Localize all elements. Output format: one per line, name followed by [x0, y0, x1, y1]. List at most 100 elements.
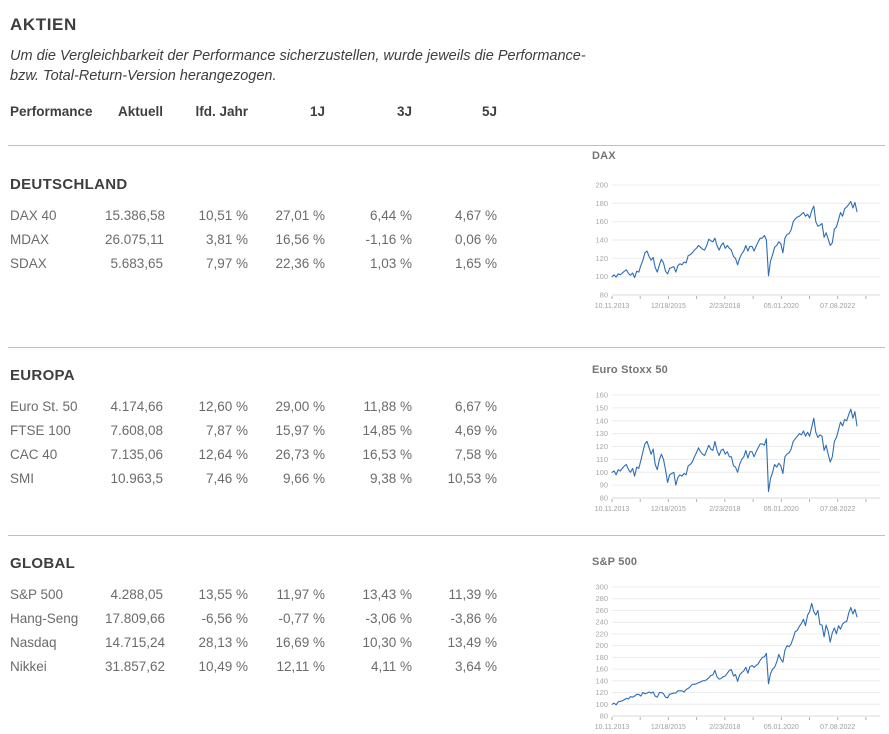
svg-text:100: 100: [595, 700, 608, 709]
svg-text:180: 180: [595, 653, 608, 662]
chart-title: DAX: [592, 150, 616, 162]
value-cell: 22,36 %: [275, 256, 325, 271]
svg-text:280: 280: [595, 594, 608, 603]
value-cell: 0,06 %: [454, 232, 497, 247]
table-row: Nasdaq 14.715,24 28,13 % 16,69 % 10,30 % 13,4…: [10, 631, 497, 655]
svg-text:100: 100: [595, 272, 608, 281]
value-cell: 17.809,66: [105, 611, 166, 626]
value-cell: 4.174,66: [110, 399, 163, 414]
value-cell: 14,85 %: [362, 423, 412, 438]
table-header-row: Performance Aktuell lfd. Jahr 1J 3J 5J: [10, 104, 497, 119]
svg-text:200: 200: [595, 641, 608, 650]
page-title: AKTIEN: [10, 15, 77, 35]
svg-text:10.11.2013: 10.11.2013: [595, 506, 630, 513]
value-cell: 4,69 %: [454, 423, 497, 438]
value-cell: 13,55 %: [198, 587, 248, 602]
value-cell: 10.963,5: [110, 471, 163, 486]
value-cell: 13,43 %: [362, 587, 412, 602]
value-cell: 13,49 %: [447, 635, 497, 650]
svg-text:180: 180: [595, 199, 608, 208]
value-cell: 31.857,62: [105, 659, 166, 674]
value-cell: 6,67 %: [454, 399, 497, 414]
value-cell: 15.386,58: [105, 208, 166, 223]
svg-text:240: 240: [595, 618, 608, 627]
page-description: Um die Vergleichbarkeit der Performance …: [10, 48, 586, 84]
svg-text:140: 140: [595, 416, 608, 425]
svg-text:200: 200: [595, 181, 608, 190]
index-name: Nasdaq: [10, 635, 57, 650]
svg-text:10.11.2013: 10.11.2013: [595, 724, 630, 731]
section-divider: [8, 347, 885, 348]
value-cell: 12,64 %: [198, 447, 248, 462]
value-cell: -6,56 %: [201, 611, 248, 626]
svg-text:110: 110: [596, 455, 608, 464]
col-header-aktuell: Aktuell: [117, 104, 163, 119]
col-header-lfd-jahr: lfd. Jahr: [195, 104, 248, 119]
value-cell: -0,77 %: [278, 611, 325, 626]
table-row: DAX 40 15.386,58 10,51 % 27,01 % 6,44 % 4,67 …: [10, 204, 497, 228]
svg-text:120: 120: [595, 254, 608, 263]
table-row: SMI 10.963,5 7,46 % 9,66 % 9,38 % 10,53 %: [10, 467, 497, 491]
svg-text:120: 120: [595, 442, 608, 451]
value-cell: 10,30 %: [362, 635, 412, 650]
table-row: FTSE 100 7.608,08 7,87 % 15,97 % 14,85 % 4,69…: [10, 419, 497, 443]
svg-text:100: 100: [595, 468, 608, 477]
value-cell: 7,58 %: [454, 447, 497, 462]
svg-text:150: 150: [595, 403, 608, 412]
index-name: S&P 500: [10, 587, 64, 602]
line-chart-canvas: 200 180 160 140 120 100 80 10.11.2013 12/18/2015…: [595, 181, 880, 310]
svg-text:05.01.2020: 05.01.2020: [764, 303, 799, 310]
col-header-3j: 3J: [396, 104, 412, 119]
svg-text:07.08.2022: 07.08.2022: [820, 303, 855, 310]
svg-text:10.11.2013: 10.11.2013: [595, 303, 630, 310]
svg-text:80: 80: [600, 291, 608, 300]
dax-chart-panel: DAX 200 180 160 140 120 100 80 10.11.2013 12/18/…: [592, 150, 889, 317]
section-title: EUROPA: [10, 367, 75, 384]
value-cell: 7.135,06: [110, 447, 163, 462]
table-row: Hang-Seng 17.809,66 -6,56 % -0,77 % -3,06 % -…: [10, 607, 497, 631]
index-name: Hang-Seng: [10, 611, 79, 626]
section-title: DEUTSCHLAND: [10, 176, 128, 193]
svg-text:160: 160: [595, 665, 608, 674]
value-cell: 10,51 %: [198, 208, 248, 223]
value-cell: -3,86 %: [450, 611, 497, 626]
line-chart-canvas: 160 150 140 130 120 110 100 90 80 10.11.2013 12/18…: [595, 391, 880, 513]
col-header-1j: 1J: [309, 104, 325, 119]
section-title: GLOBAL: [10, 555, 76, 572]
svg-text:07.08.2022: 07.08.2022: [820, 724, 855, 731]
section-divider: [8, 145, 885, 146]
value-cell: 11,39 %: [448, 587, 497, 602]
value-cell: 15,97 %: [275, 423, 325, 438]
value-cell: 4,67 %: [454, 208, 497, 223]
svg-text:130: 130: [595, 429, 608, 438]
value-cell: 16,53 %: [362, 447, 412, 462]
value-cell: 12,60 %: [198, 399, 248, 414]
value-cell: 5.683,65: [110, 256, 163, 271]
value-cell: 12,11 %: [276, 659, 325, 674]
value-cell: -1,16 %: [365, 232, 412, 247]
index-name: Nikkei: [10, 659, 47, 674]
col-header-performance: Performance: [10, 104, 93, 119]
value-cell: 14.715,24: [105, 635, 166, 650]
chart-title: Euro Stoxx 50: [592, 364, 668, 376]
svg-text:07.08.2022: 07.08.2022: [820, 506, 855, 513]
value-cell: 11,97 %: [276, 587, 325, 602]
svg-text:12/18/2015: 12/18/2015: [651, 506, 686, 513]
index-name: MDAX: [10, 232, 50, 247]
value-cell: 7,97 %: [205, 256, 248, 271]
table-row: SDAX 5.683,65 7,97 % 22,36 % 1,03 % 1,65 %: [10, 252, 497, 276]
value-cell: 28,13 %: [198, 635, 248, 650]
value-cell: 10,49 %: [198, 659, 248, 674]
table-row: Nikkei 31.857,62 10,49 % 12,11 % 4,11 % 3,64 …: [10, 655, 497, 679]
section-deutschland: DEUTSCHLAND DAX 40 15.386,58 10,51 % 27,01 %…: [10, 176, 497, 276]
table-row: CAC 40 7.135,06 12,64 % 26,73 % 16,53 % 7,58 …: [10, 443, 497, 467]
value-cell: 3,64 %: [454, 659, 497, 674]
value-cell: 7.608,08: [110, 423, 163, 438]
value-cell: 4.288,05: [110, 587, 163, 602]
line-chart-canvas: 300 280 260 240 220 200 180 160 140 120 100 80 10.11…: [595, 583, 880, 731]
svg-text:260: 260: [595, 606, 608, 615]
euro-stoxx-chart-panel: Euro Stoxx 50 160 150 140 130 120 110 100 90 80 1…: [592, 364, 889, 517]
svg-text:140: 140: [595, 676, 608, 685]
table-row: S&P 500 4.288,05 13,55 % 11,97 % 13,43 % 11,3…: [10, 583, 497, 607]
value-cell: 1,65 %: [454, 256, 497, 271]
